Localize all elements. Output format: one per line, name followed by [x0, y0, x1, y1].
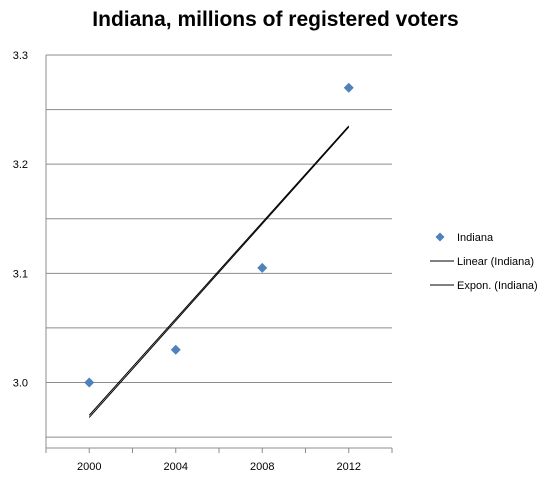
trendlines [88, 125, 350, 418]
x-tick-label: 2000 [77, 461, 101, 473]
trendline-exponential [88, 126, 350, 418]
gridlines [46, 54, 392, 438]
legend-label-indiana: Indiana [457, 232, 494, 244]
legend-label-expon: Expon. (Indiana) [457, 280, 538, 292]
chart-title: Indiana, millions of registered voters [92, 8, 459, 31]
y-tick-label: 3.2 [13, 159, 28, 171]
y-tick-label: 3.1 [13, 268, 28, 280]
x-tick-label: 2004 [164, 461, 188, 473]
data-point [170, 344, 181, 355]
axes [45, 55, 393, 453]
x-tick-label: 2008 [250, 461, 274, 473]
y-tick-label: 3.3 [13, 50, 28, 62]
x-tick-labels: 2000 2004 2008 2012 [77, 461, 361, 473]
trendline-linear [88, 125, 350, 416]
data-point [257, 262, 268, 273]
legend-marker-indiana [435, 232, 445, 242]
y-tick-label: 3.0 [13, 378, 28, 390]
legend-label-linear: Linear (Indiana) [457, 256, 534, 268]
data-point [84, 377, 95, 388]
legend: Indiana Linear (Indiana) Expon. (Indiana) [430, 232, 538, 292]
data-points [84, 82, 354, 388]
x-tick-label: 2012 [337, 461, 361, 473]
y-tick-labels: 3.0 3.1 3.2 3.3 [13, 50, 28, 390]
data-point [343, 82, 354, 93]
